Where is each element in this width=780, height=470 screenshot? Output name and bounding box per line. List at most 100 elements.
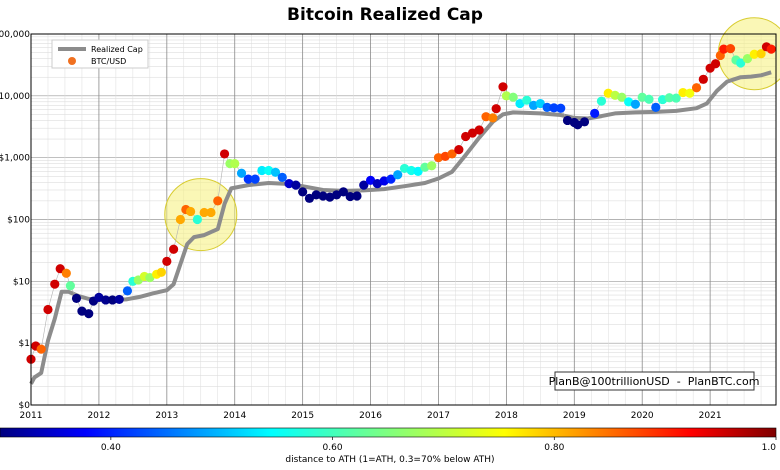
btc-price-point: [725, 44, 736, 54]
y-tick-label: $100: [7, 216, 30, 226]
btc-price-point: [393, 170, 403, 180]
btc-price-point: [678, 87, 688, 98]
credit-frame: [554, 371, 755, 391]
btc-price-point: [230, 159, 240, 169]
btc-price-point: [406, 165, 416, 176]
x-tick-label: 2014: [223, 411, 246, 421]
btc-price-point: [491, 104, 501, 114]
legend-btcusd-swatch: [68, 57, 76, 65]
colorbar-tick-label: 1.0: [762, 443, 777, 453]
btc-price-point: [107, 295, 118, 305]
btc-price-point: [243, 174, 253, 184]
btc-price-point: [474, 125, 484, 135]
btc-price-point: [84, 309, 94, 319]
btc-price-point: [338, 187, 348, 197]
btc-price-point: [691, 83, 702, 93]
btc-price-point: [192, 214, 202, 225]
btc-price-point: [617, 92, 627, 102]
btc-price-point: [365, 175, 376, 185]
btc-price-point: [515, 98, 525, 109]
btc-price-point: [270, 167, 281, 177]
btc-price-point: [535, 98, 545, 109]
btc-price-point: [156, 267, 166, 277]
credit-box: PlanB@100trillionUSD - PlanBTC.com: [549, 371, 760, 391]
x-tick-label: 2019: [563, 411, 586, 421]
x-tick-label: 2015: [291, 411, 314, 421]
btc-price-point: [498, 82, 508, 92]
btc-price-point: [65, 281, 75, 291]
btc-price-point: [556, 103, 566, 113]
btc-price-point: [671, 93, 681, 103]
btc-price-point: [644, 94, 654, 104]
btc-price-point: [488, 113, 498, 123]
colorbar: [0, 427, 777, 438]
btc-price-point: [630, 99, 641, 109]
btc-price-point: [413, 166, 423, 176]
colorbar-tick-label: 0.40: [101, 443, 121, 453]
legend-btcusd-label: BTC/USD: [91, 57, 126, 66]
x-tick-label: 2020: [631, 411, 654, 421]
y-tick-label: $0: [19, 401, 31, 411]
btc-price-point: [298, 187, 308, 197]
btc-price-point: [359, 180, 369, 190]
colorbar-tick-label: 0.80: [544, 443, 564, 453]
btc-price-point: [50, 279, 60, 289]
colorbar-tick-label: 0.60: [323, 443, 343, 453]
btc-price-point: [352, 191, 362, 201]
btc-price-point: [250, 174, 260, 184]
btc-price-point: [685, 88, 695, 98]
btc-price-point: [162, 256, 172, 267]
y-tick-label: $10,000: [0, 92, 30, 102]
btc-price-point: [590, 108, 600, 118]
btc-price-point: [61, 268, 71, 278]
y-axis-ticks: $0 $1 $10 $100 $1,000 $10,000 $100,000: [0, 30, 30, 411]
btc-price-points: [26, 42, 776, 364]
btc-price-point: [311, 190, 321, 200]
legend-realized-cap-label: Realized Cap: [91, 45, 143, 54]
x-tick-label: 2021: [699, 411, 722, 421]
btc-price-point: [122, 286, 133, 296]
legend: Realized Cap BTC/USD: [51, 39, 149, 69]
plot-frame: [30, 33, 777, 406]
btc-price-point: [175, 214, 186, 225]
y-tick-label: $1,000: [0, 154, 30, 164]
x-tick-label: 2013: [155, 411, 178, 421]
btc-price-point: [756, 49, 766, 59]
btc-price-point: [522, 95, 532, 105]
x-tick-label: 2011: [20, 411, 43, 421]
btc-price-point: [219, 149, 230, 159]
btc-price-point: [736, 58, 746, 68]
chart-title: Bitcoin Realized Cap: [287, 5, 483, 25]
btc-price-point: [596, 96, 607, 106]
btc-price-point: [277, 172, 287, 182]
btc-price-point: [36, 344, 46, 354]
x-tick-label: 2018: [495, 411, 518, 421]
btc-price-point: [169, 244, 179, 254]
credit-text: PlanB@100trillionUSD - PlanBTC.com: [549, 375, 760, 388]
x-tick-label: 2016: [359, 411, 382, 421]
btc-price-point: [549, 103, 559, 113]
btc-price-point: [542, 102, 552, 113]
btc-price-point: [386, 174, 396, 184]
btc-price-point: [114, 294, 124, 305]
btc-price-point: [508, 92, 518, 102]
btc-price-point: [461, 131, 471, 142]
btc-price-point: [719, 44, 729, 54]
btc-price-point: [664, 93, 674, 103]
btc-price-point: [199, 207, 209, 218]
btc-price-point: [291, 180, 301, 190]
btc-price-point: [206, 207, 216, 218]
btc-price-point: [318, 191, 328, 201]
btc-price-point: [43, 304, 53, 315]
colorbar-ticks: 0.40 0.60 0.80 1.0: [101, 437, 777, 453]
y-tick-label: $100,000: [0, 30, 30, 40]
btc-price-point: [213, 196, 223, 206]
y-tick-label: $10: [13, 277, 30, 287]
x-axis-ticks: 2011 2012 2013 2014 2015 2016 2017 2018 2019 2020…: [20, 411, 722, 421]
btc-price-point: [447, 149, 457, 159]
btc-price-point: [749, 49, 759, 59]
btc-price-point: [304, 193, 315, 203]
btc-price-point: [257, 165, 267, 176]
y-tick-label: $1: [19, 339, 30, 349]
legend-box: [51, 39, 149, 69]
